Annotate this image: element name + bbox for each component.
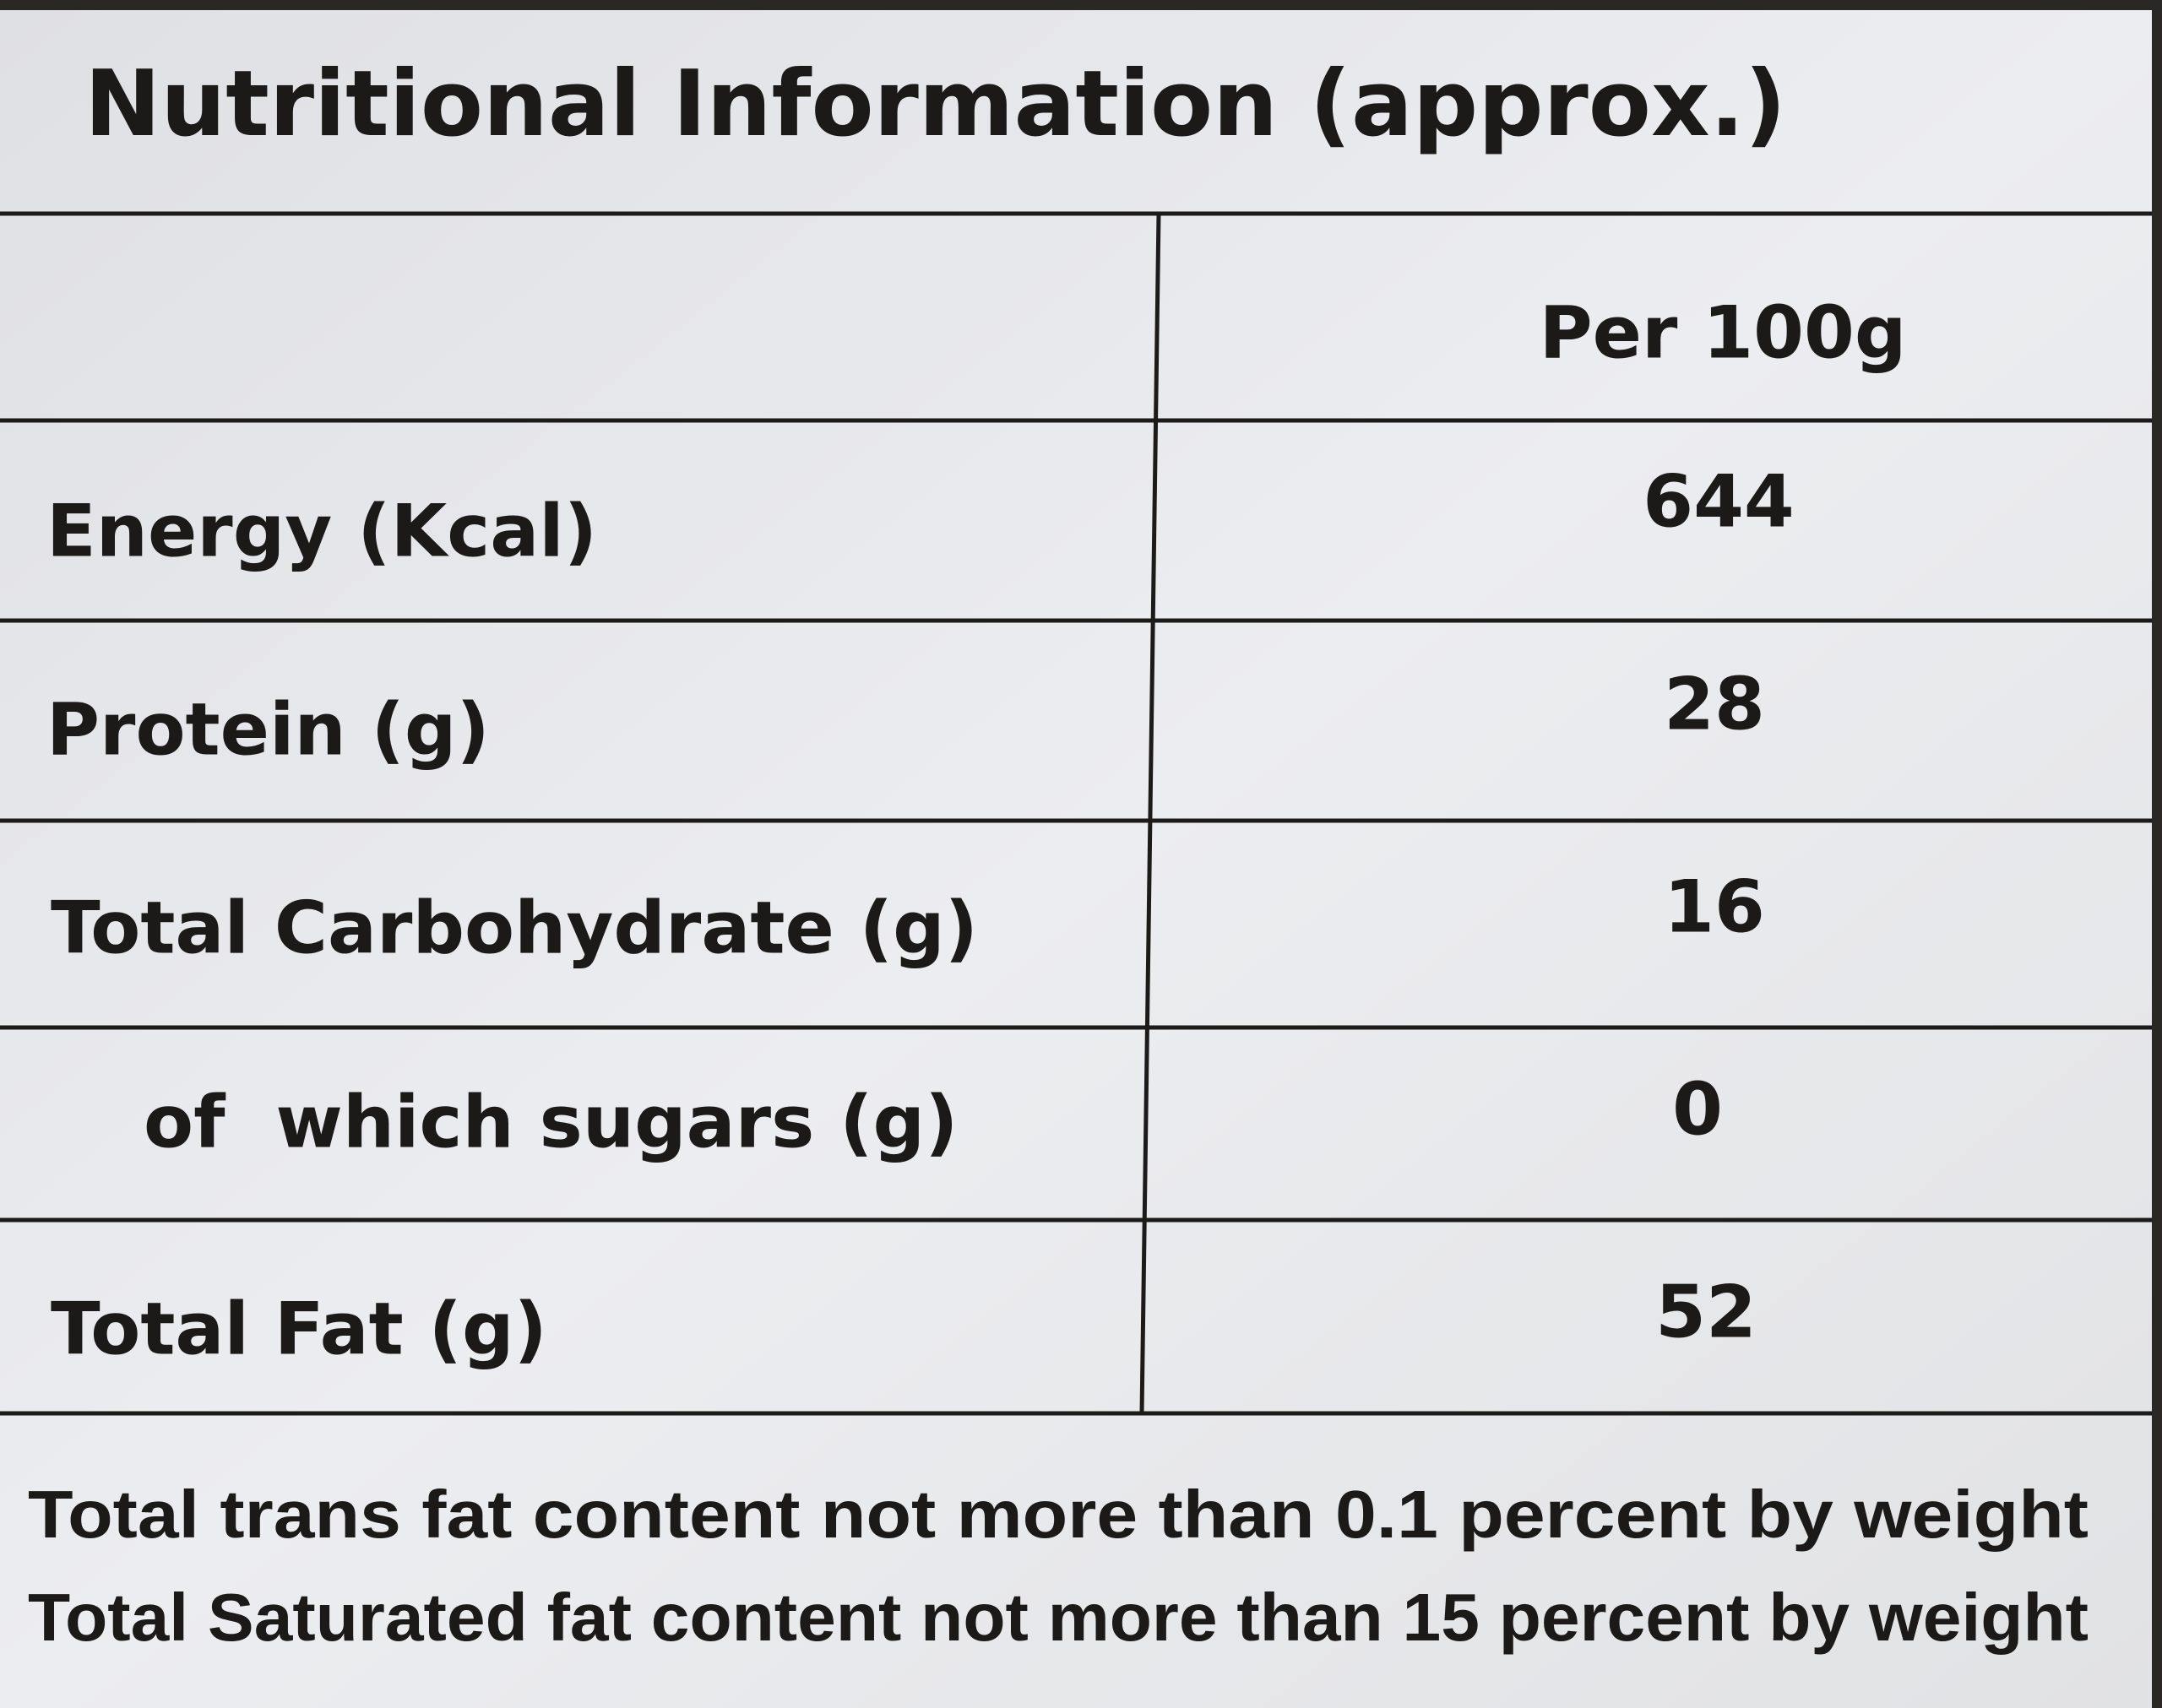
row-label: Total Carbohydrate (g) <box>51 886 978 970</box>
row-label: of which sugars (g) <box>144 1080 958 1164</box>
column-header: Per 100g <box>1540 290 1907 375</box>
row-value: 644 <box>1643 459 1795 544</box>
footnote: Total trans fat content not more than 0.… <box>28 1477 2089 1552</box>
title: Nutritional Information (approx.) <box>84 52 1786 157</box>
row-value: 16 <box>1664 865 1765 949</box>
row-label: Protein (g) <box>46 687 490 772</box>
column-divider <box>1139 213 1161 1414</box>
frame-top <box>0 0 2162 10</box>
row-value: 28 <box>1664 662 1765 746</box>
row-value: 52 <box>1655 1270 1757 1354</box>
frame-right <box>2152 0 2162 1708</box>
row-value: 0 <box>1672 1067 1723 1152</box>
row-label: Total Fat (g) <box>51 1287 547 1371</box>
footnote: Total Saturated fat content not more tha… <box>28 1580 2089 1655</box>
row-label: Energy (Kcal) <box>46 489 597 573</box>
